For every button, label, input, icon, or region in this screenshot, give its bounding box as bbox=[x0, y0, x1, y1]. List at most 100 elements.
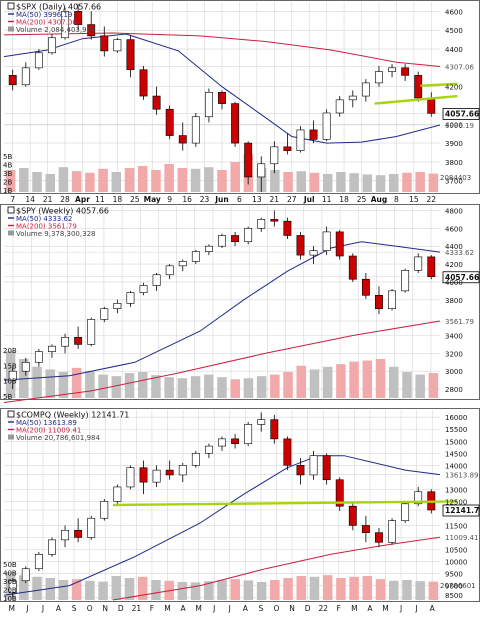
volume-bar bbox=[59, 580, 69, 600]
candle-body bbox=[284, 221, 291, 235]
x-tick-label: S bbox=[259, 604, 264, 613]
candle-body bbox=[231, 104, 238, 144]
candle-body bbox=[127, 468, 134, 487]
legend-volume-label: Volume 20,786,601,984 bbox=[16, 434, 100, 442]
candle-body bbox=[153, 470, 160, 482]
x-tick-label: M bbox=[195, 604, 201, 613]
volume-bar bbox=[415, 375, 425, 398]
x-tick-label: 9 bbox=[167, 195, 172, 204]
candle-body bbox=[245, 228, 252, 241]
x-tick-label: Jul bbox=[303, 195, 315, 204]
candle-body bbox=[35, 352, 42, 363]
volume-bar bbox=[297, 366, 307, 398]
x-tick-label: F bbox=[150, 604, 154, 613]
candle-body bbox=[323, 456, 330, 480]
candle-body bbox=[428, 98, 435, 113]
volume-bar bbox=[217, 580, 227, 600]
volume-bar bbox=[402, 372, 412, 398]
chart-panel-1: 4600450044004307.0642004057.6640003996.1… bbox=[1, 1, 480, 205]
price-axis-label: 15500 bbox=[445, 426, 467, 434]
volume-bar bbox=[363, 576, 373, 600]
volume-bar bbox=[310, 173, 320, 192]
volume-bar bbox=[112, 576, 122, 600]
candle-body bbox=[205, 92, 212, 116]
volume-bar bbox=[191, 376, 201, 398]
candle-body bbox=[310, 251, 317, 255]
x-tick-label: A bbox=[181, 604, 187, 613]
candle-body bbox=[61, 530, 68, 540]
candle-body bbox=[415, 257, 422, 270]
candle-body bbox=[349, 506, 356, 525]
volume-bar bbox=[270, 170, 280, 192]
volume-bar bbox=[72, 171, 82, 192]
candle-body bbox=[192, 453, 199, 465]
candle-body bbox=[61, 337, 68, 346]
ma-value-label: 4333.62 bbox=[445, 249, 474, 257]
candle-body bbox=[88, 518, 95, 537]
volume-bar bbox=[297, 576, 307, 600]
price-axis-label: 2800 bbox=[445, 386, 463, 394]
candle-body bbox=[349, 96, 356, 100]
candle-body bbox=[297, 465, 304, 475]
x-tick-label: A bbox=[243, 604, 249, 613]
candle-body bbox=[231, 439, 238, 444]
candle-body bbox=[48, 38, 55, 53]
candle-body bbox=[166, 470, 173, 475]
x-tick-label: 11 bbox=[322, 195, 332, 204]
candle-body bbox=[35, 554, 42, 568]
volume-bar bbox=[112, 376, 122, 398]
candle-body bbox=[297, 235, 304, 255]
candle-body bbox=[153, 275, 160, 286]
volume-bar bbox=[336, 578, 346, 600]
volume-bar bbox=[349, 362, 359, 398]
x-tick-label: 13 bbox=[252, 195, 262, 204]
candle-body bbox=[297, 130, 304, 151]
volume-bar bbox=[204, 167, 214, 192]
volume-bar bbox=[244, 378, 254, 398]
price-axis-label: 4800 bbox=[445, 207, 463, 215]
candle-body bbox=[140, 70, 147, 96]
volume-bar bbox=[323, 575, 333, 600]
candle-body bbox=[388, 521, 395, 543]
x-tick-label: J bbox=[25, 604, 28, 613]
volume-bar bbox=[98, 582, 108, 600]
candle-body bbox=[74, 530, 81, 537]
volume-bar bbox=[164, 164, 174, 192]
chart-panel-3: 160001550015000145001400013613.891300012… bbox=[1, 409, 480, 614]
candle-body bbox=[388, 291, 395, 309]
volume-bar bbox=[112, 172, 122, 192]
candle-body bbox=[35, 53, 42, 68]
last-price-label: 4057.66 bbox=[445, 109, 479, 118]
candle-body bbox=[9, 75, 16, 84]
ma-value-label: 3996.19 bbox=[445, 122, 474, 130]
candle-body bbox=[140, 285, 147, 292]
price-axis-label: 4600 bbox=[445, 8, 463, 16]
x-tick-label: J bbox=[228, 604, 231, 613]
x-tick-label: 11 bbox=[95, 195, 105, 204]
candle-body bbox=[271, 147, 278, 164]
volume-bar bbox=[138, 166, 148, 192]
candle-body bbox=[48, 540, 55, 554]
volume-bar bbox=[389, 367, 399, 398]
candle-body bbox=[284, 147, 291, 151]
candle-body bbox=[362, 279, 369, 295]
candle-body bbox=[114, 487, 121, 501]
volume-bar bbox=[32, 577, 42, 600]
candle-body bbox=[258, 219, 265, 228]
x-tick-label: 28 bbox=[60, 195, 70, 204]
volume-bar bbox=[336, 172, 346, 192]
chart-panel-2: 4800460044004333.6242004057.664000380035… bbox=[1, 205, 480, 403]
candle-body bbox=[375, 295, 382, 308]
x-tick-label: O bbox=[87, 604, 93, 613]
candle-body bbox=[179, 261, 186, 265]
x-tick-label: Aug bbox=[371, 195, 388, 204]
candle-body bbox=[362, 525, 369, 532]
candle-body bbox=[401, 504, 408, 521]
price-axis-label: 3400 bbox=[445, 332, 463, 340]
volume-bar bbox=[85, 173, 95, 192]
volume-bar bbox=[389, 174, 399, 192]
volume-axis-label: 40B bbox=[3, 570, 17, 578]
x-tick-label: 25 bbox=[357, 195, 367, 204]
x-tick-label: May bbox=[144, 195, 161, 204]
